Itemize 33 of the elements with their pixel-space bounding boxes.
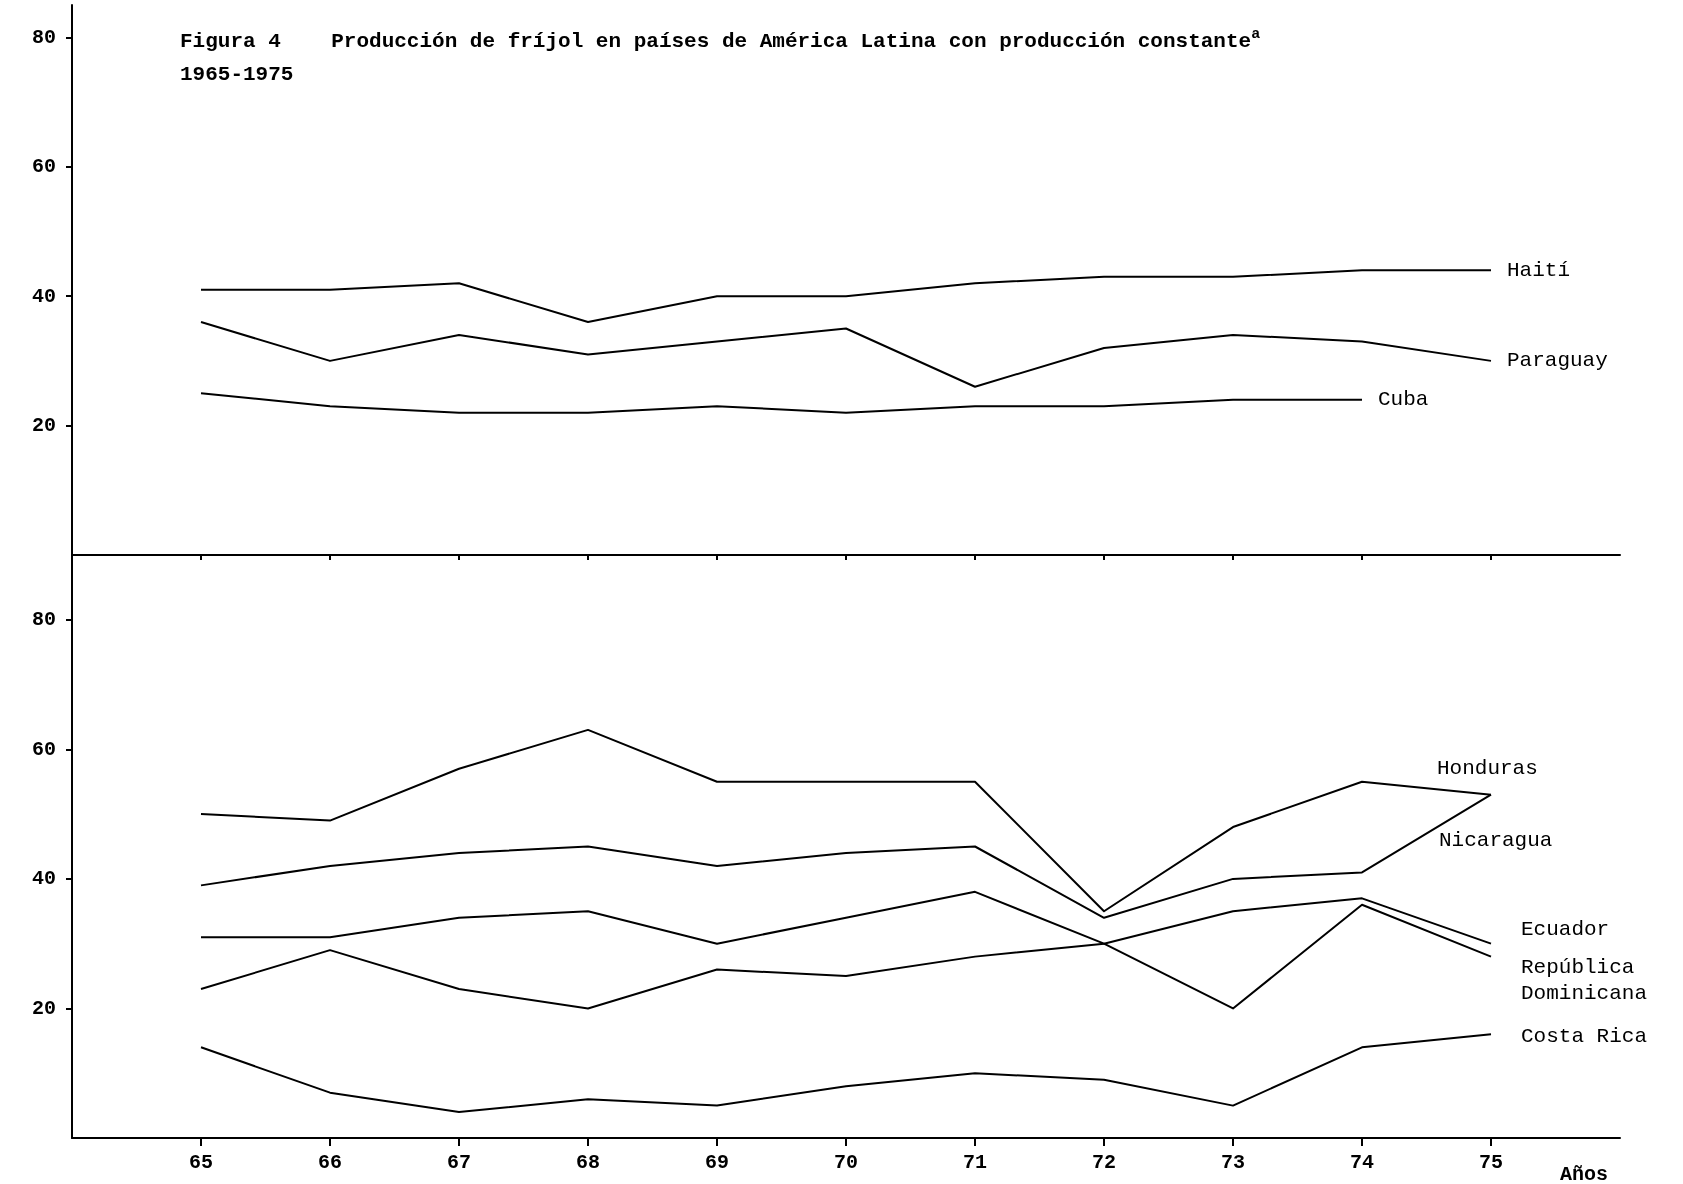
y-tick-label: 80	[31, 608, 56, 632]
series-label: Honduras	[1437, 757, 1538, 781]
x-tick-label: 69	[704, 1150, 730, 1174]
y-tick-label: 20	[31, 996, 56, 1020]
series-label: Cuba	[1378, 388, 1429, 412]
y-tick-label: 40	[31, 867, 56, 891]
line-series	[200, 392, 1363, 414]
y-tick-label: 60	[31, 737, 56, 761]
x-tick-label: 72	[1091, 1150, 1117, 1174]
x-tick-label: 73	[1220, 1150, 1246, 1174]
y-tick-label: 20	[31, 414, 56, 438]
x-tick-label: 66	[317, 1150, 343, 1174]
y-tick-label: 60	[31, 155, 56, 179]
y-tick-label: 40	[31, 284, 56, 308]
series-label: Costa Rica	[1521, 1024, 1648, 1048]
y-tick-label: 80	[31, 25, 56, 49]
series-label: República Dominicana	[1521, 956, 1648, 1006]
x-tick-label: 67	[446, 1150, 472, 1174]
line-series	[200, 1033, 1492, 1114]
x-axis-title: Años	[1560, 1162, 1609, 1184]
line-series	[200, 321, 1492, 388]
series-label: Ecuador	[1521, 918, 1610, 942]
x-tick-label: 68	[575, 1150, 601, 1174]
x-tick-label: 74	[1349, 1150, 1375, 1174]
x-tick-label: 65	[188, 1150, 214, 1174]
x-tick-label: 71	[962, 1150, 988, 1174]
line-series	[200, 269, 1492, 324]
x-tick-label: 75	[1478, 1150, 1504, 1174]
series-label: Haití	[1507, 258, 1571, 282]
series-label: Paraguay	[1507, 349, 1608, 373]
text: 1965-1975	[180, 63, 294, 86]
x-tick-label: 70	[833, 1150, 859, 1174]
series-label: Nicaragua	[1439, 829, 1553, 853]
